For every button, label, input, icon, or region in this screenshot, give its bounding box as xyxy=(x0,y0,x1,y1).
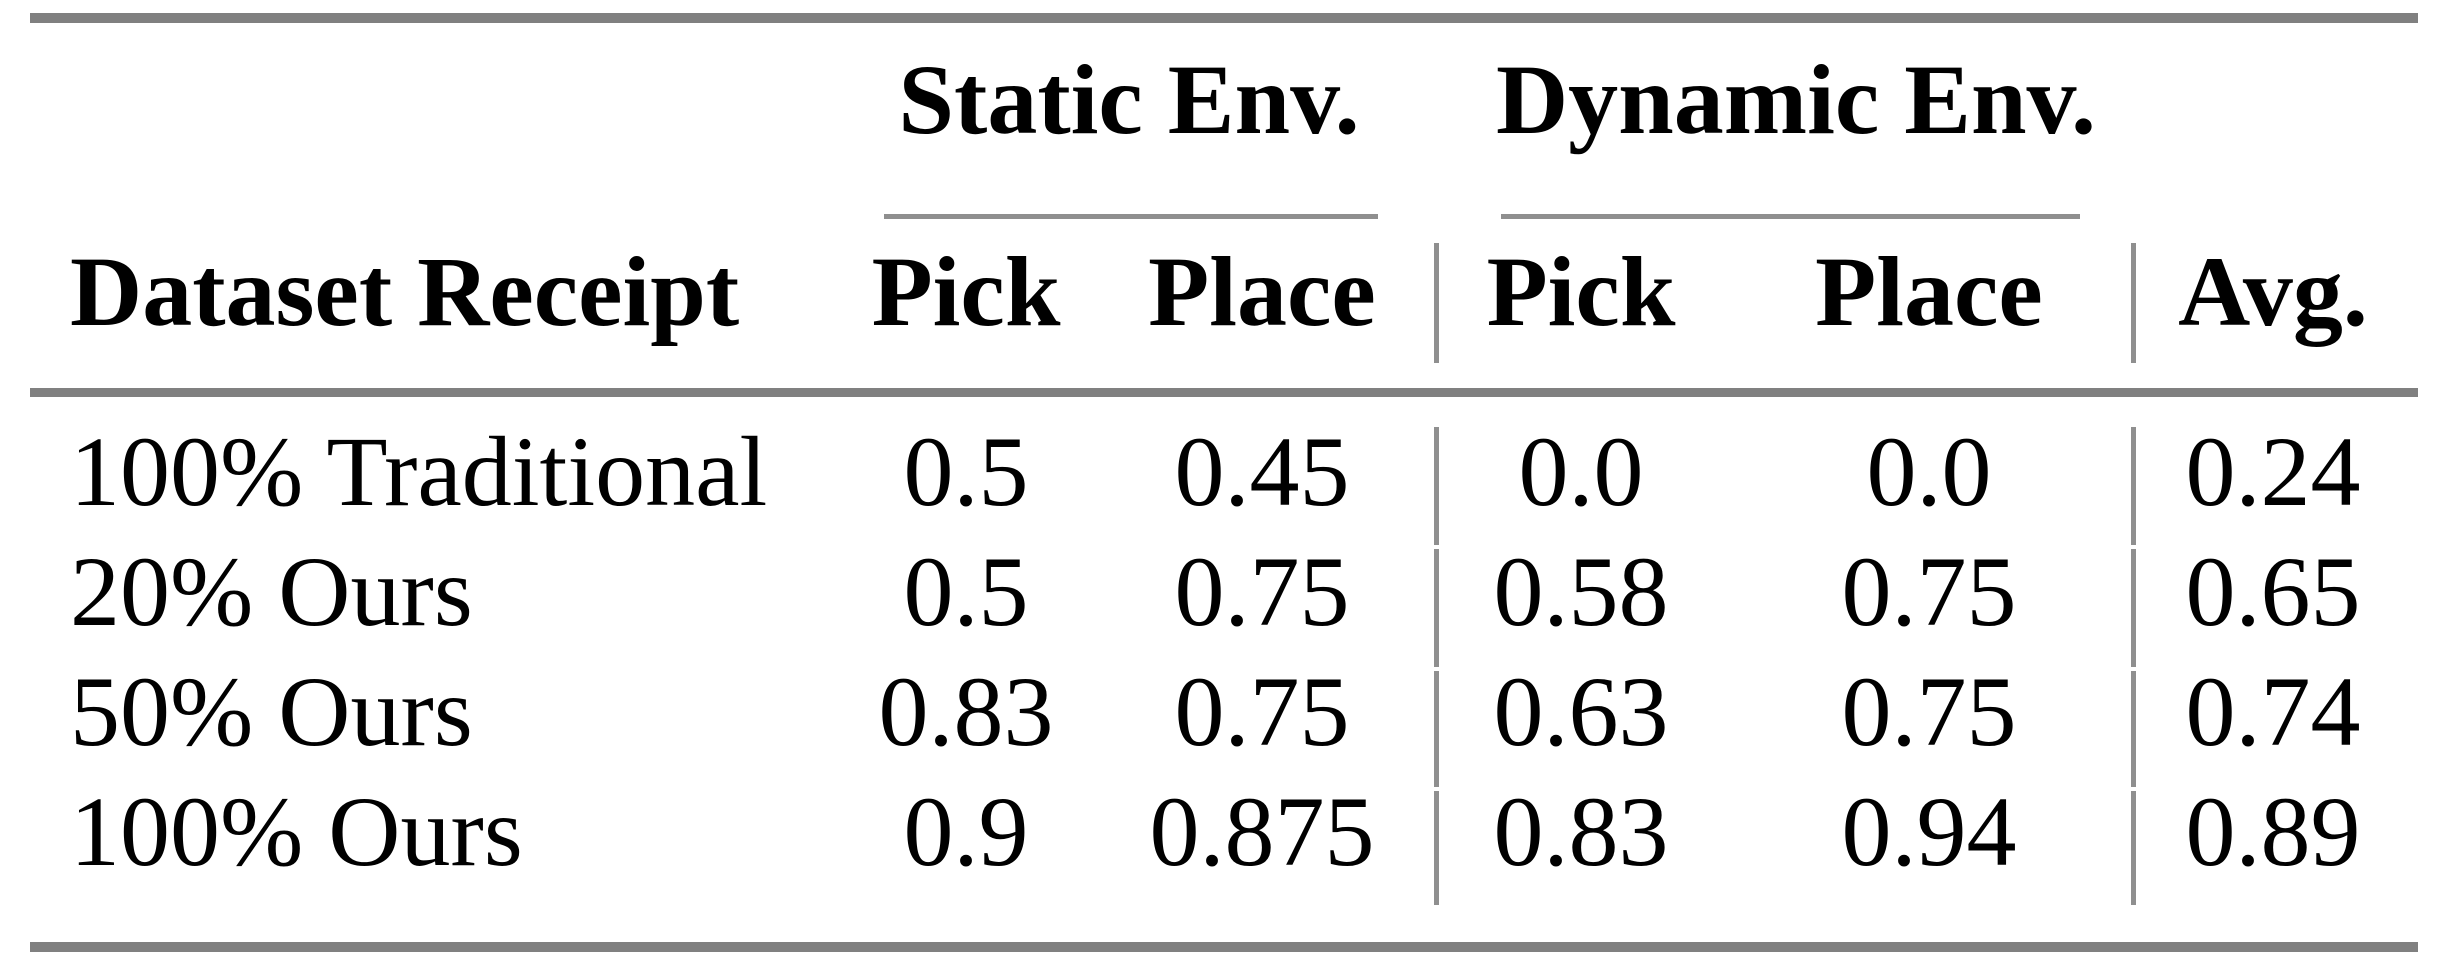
cell-value: 0.94 xyxy=(1841,776,2017,887)
cell-value: 0.58 xyxy=(1493,536,1669,647)
group-header-static-env: Static Env. xyxy=(898,44,1360,155)
vertical-rule-dynamic-avg xyxy=(2131,243,2136,363)
cell-value: 0.75 xyxy=(1174,536,1350,647)
vertical-rule-dynamic-avg xyxy=(2131,791,2136,905)
cell-value: 0.0 xyxy=(1866,416,1992,527)
cell-value: 0.65 xyxy=(2185,536,2361,647)
cell-value: 0.75 xyxy=(1841,536,2017,647)
col-header-avg: Avg. xyxy=(2178,236,2368,347)
cell-value: 0.89 xyxy=(2185,776,2361,887)
group-header-dynamic-env: Dynamic Env. xyxy=(1495,44,2097,155)
vertical-rule-static-dynamic xyxy=(1434,671,1439,787)
corner-header-dataset-receipt: Dataset Receipt xyxy=(70,236,740,347)
table-bottom-rule xyxy=(30,942,2418,952)
row-label: 100% Traditional xyxy=(70,416,768,527)
vertical-rule-dynamic-avg xyxy=(2131,427,2136,545)
cell-value: 0.75 xyxy=(1841,656,2017,767)
cell-value: 0.875 xyxy=(1149,776,1375,887)
row-label: 50% Ours xyxy=(70,656,473,767)
cell-value: 0.5 xyxy=(903,416,1029,527)
vertical-rule-static-dynamic xyxy=(1434,243,1439,363)
col-header-static-pick: Pick xyxy=(871,236,1061,347)
cell-value: 0.63 xyxy=(1493,656,1669,767)
vertical-rule-dynamic-avg xyxy=(2131,549,2136,667)
cell-value: 0.24 xyxy=(2185,416,2361,527)
cell-value: 0.75 xyxy=(1174,656,1350,767)
row-label: 100% Ours xyxy=(70,776,523,887)
vertical-rule-dynamic-avg xyxy=(2131,671,2136,787)
vertical-rule-static-dynamic xyxy=(1434,549,1439,667)
cell-value: 0.9 xyxy=(903,776,1029,887)
cell-value: 0.83 xyxy=(878,656,1054,767)
col-header-dynamic-place: Place xyxy=(1815,236,2043,347)
col-header-dynamic-pick: Pick xyxy=(1486,236,1676,347)
dynamic-env-cmidrule xyxy=(1501,214,2080,219)
vertical-rule-static-dynamic xyxy=(1434,791,1439,905)
col-header-static-place: Place xyxy=(1148,236,1376,347)
cell-value: 0.45 xyxy=(1174,416,1350,527)
cell-value: 0.74 xyxy=(2185,656,2361,767)
cell-value: 0.0 xyxy=(1518,416,1644,527)
cell-value: 0.5 xyxy=(903,536,1029,647)
cell-value: 0.83 xyxy=(1493,776,1669,887)
row-label: 20% Ours xyxy=(70,536,473,647)
table-mid-rule xyxy=(30,388,2418,397)
static-env-cmidrule xyxy=(884,214,1378,219)
vertical-rule-static-dynamic xyxy=(1434,427,1439,545)
table-top-rule xyxy=(30,13,2418,23)
